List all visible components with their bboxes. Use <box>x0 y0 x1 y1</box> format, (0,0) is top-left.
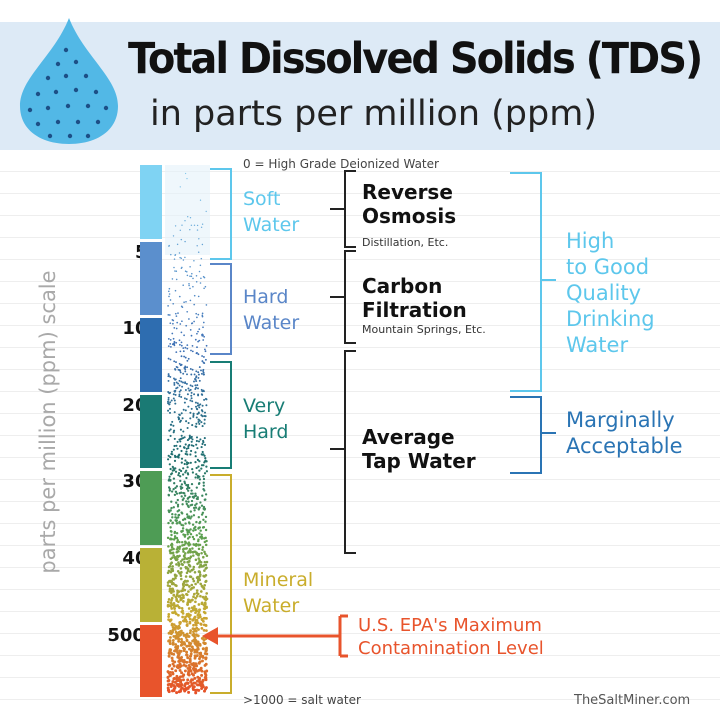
average-tap-water-bracket <box>344 350 356 554</box>
very-hard-label-line2: Hard <box>243 421 289 443</box>
reverse-osmosis-line1: Reverse <box>362 180 453 204</box>
epa-label: U.S. EPA's Maximum Contamination Level <box>358 614 544 660</box>
page-subtitle: in parts per million (ppm) <box>150 94 597 134</box>
hard-water-label-line2: Water <box>243 312 300 334</box>
carbon-filtration-bracket <box>344 250 356 344</box>
good-quality-bracket-tick <box>542 279 556 281</box>
carbon-filtration-sub: Mountain Springs, Etc. <box>362 323 486 336</box>
marginal-line1: Marginally <box>566 408 675 432</box>
hard-water-label-line1: Hard <box>243 286 289 308</box>
water-drop-icon <box>20 18 118 144</box>
average-tap-water-line2: Tap Water <box>362 449 476 473</box>
very-hard-label-line1: Very <box>243 395 286 417</box>
marginal-bracket <box>510 396 542 474</box>
note-bottom: >1000 = salt water <box>243 693 361 707</box>
soft-water-label-line1: Soft <box>243 188 281 210</box>
soft-water-label: Soft Water <box>243 186 299 238</box>
average-tap-water-bracket-tick <box>330 448 344 450</box>
reverse-osmosis-bracket-tick <box>330 208 344 210</box>
good-quality-line1: High <box>566 229 615 253</box>
good-quality-label: High to Good Quality Drinking Water <box>566 228 655 358</box>
good-quality-line2: to Good <box>566 255 650 279</box>
epa-label-line2: Contamination Level <box>358 638 544 659</box>
carbon-filtration-label: Carbon Filtration <box>362 274 467 322</box>
marginal-line2: Acceptable <box>566 434 683 458</box>
very-hard-label: Very Hard <box>243 393 288 445</box>
scale-segment-400 <box>140 548 162 622</box>
mineral-water-label-line1: Mineral <box>243 569 314 591</box>
hard-water-bracket <box>210 263 232 355</box>
scale-segment-50 <box>140 242 162 315</box>
good-quality-line5: Water <box>566 333 629 357</box>
page-title: Total Dissolved Solids (TDS) <box>128 34 703 84</box>
epa-arrow-icon <box>202 614 348 658</box>
axis-title: parts per million (ppm) scale <box>36 270 60 574</box>
mineral-water-bracket <box>210 474 232 694</box>
background-lines <box>0 150 720 720</box>
marginal-bracket-tick <box>542 432 556 434</box>
reverse-osmosis-bracket <box>344 170 356 248</box>
header-band <box>0 22 720 150</box>
scale-segment-200 <box>140 395 162 468</box>
scale-segment-300 <box>140 471 162 545</box>
scale-segment-100 <box>140 318 162 392</box>
good-quality-bracket <box>510 172 542 392</box>
good-quality-line4: Drinking <box>566 307 655 331</box>
soft-water-bracket <box>210 168 232 260</box>
credit-text: TheSaltMiner.com <box>574 693 691 708</box>
reverse-osmosis-label: Reverse Osmosis <box>362 180 456 228</box>
mineral-water-label-line2: Water <box>243 595 300 617</box>
scale-segment-500 <box>140 625 162 697</box>
carbon-filtration-line1: Carbon <box>362 274 443 298</box>
good-quality-line3: Quality <box>566 281 642 305</box>
very-hard-bracket <box>210 361 232 469</box>
epa-label-line1: U.S. EPA's Maximum <box>358 615 542 636</box>
carbon-filtration-line2: Filtration <box>362 298 467 322</box>
mineral-water-label: Mineral Water <box>243 567 313 619</box>
reverse-osmosis-sub: Distillation, Etc. <box>362 236 449 249</box>
average-tap-water-line1: Average <box>362 425 455 449</box>
soft-water-label-line2: Water <box>243 214 300 236</box>
note-top: 0 = High Grade Deionized Water <box>243 157 439 171</box>
dissolved-solids-dot-column <box>165 165 210 695</box>
average-tap-water-label: Average Tap Water <box>362 425 476 473</box>
scale-segment-0 <box>140 165 162 239</box>
reverse-osmosis-line2: Osmosis <box>362 204 457 228</box>
hard-water-label: Hard Water <box>243 284 299 336</box>
carbon-filtration-bracket-tick <box>330 296 344 298</box>
marginal-label: Marginally Acceptable <box>566 407 683 459</box>
